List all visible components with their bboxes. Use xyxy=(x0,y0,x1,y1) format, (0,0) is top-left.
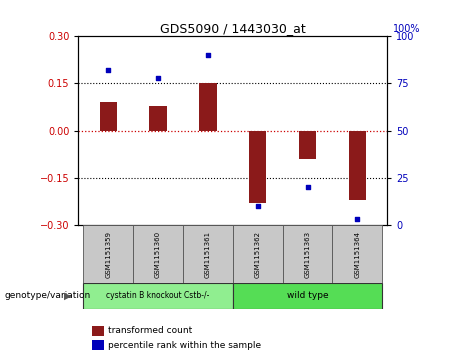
Bar xyxy=(199,83,217,131)
Text: percentile rank within the sample: percentile rank within the sample xyxy=(108,341,261,350)
Text: GSM1151362: GSM1151362 xyxy=(255,231,261,278)
Bar xyxy=(249,131,266,203)
FancyBboxPatch shape xyxy=(332,225,382,283)
FancyBboxPatch shape xyxy=(133,225,183,283)
Point xyxy=(204,52,212,58)
Text: transformed count: transformed count xyxy=(108,326,193,335)
FancyBboxPatch shape xyxy=(83,225,133,283)
Point xyxy=(354,216,361,222)
Text: GSM1151360: GSM1151360 xyxy=(155,231,161,278)
Text: ▶: ▶ xyxy=(64,291,71,301)
Point xyxy=(105,68,112,73)
Text: 100%: 100% xyxy=(393,24,420,33)
Bar xyxy=(299,131,316,159)
FancyBboxPatch shape xyxy=(83,283,233,309)
Text: wild type: wild type xyxy=(287,291,328,300)
Text: GSM1151364: GSM1151364 xyxy=(355,231,361,278)
Point xyxy=(304,184,311,190)
Bar xyxy=(349,131,366,200)
Point xyxy=(254,203,261,209)
Text: genotype/variation: genotype/variation xyxy=(5,291,91,300)
Text: GSM1151361: GSM1151361 xyxy=(205,231,211,278)
Title: GDS5090 / 1443030_at: GDS5090 / 1443030_at xyxy=(160,22,306,35)
Bar xyxy=(100,102,117,131)
Text: GSM1151359: GSM1151359 xyxy=(105,231,111,278)
FancyBboxPatch shape xyxy=(233,225,283,283)
Text: cystatin B knockout Cstb-/-: cystatin B knockout Cstb-/- xyxy=(106,291,210,300)
Text: GSM1151363: GSM1151363 xyxy=(305,231,311,278)
Point xyxy=(154,75,162,81)
Bar xyxy=(149,106,167,131)
FancyBboxPatch shape xyxy=(233,283,382,309)
FancyBboxPatch shape xyxy=(183,225,233,283)
FancyBboxPatch shape xyxy=(283,225,332,283)
